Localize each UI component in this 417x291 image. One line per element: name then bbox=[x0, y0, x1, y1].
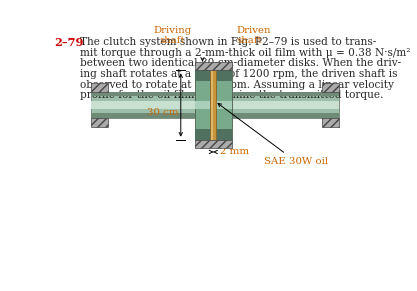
Bar bbox=[195, 62, 232, 70]
Bar bbox=[195, 70, 210, 81]
Text: profile for the oil film, determine the transmitted torque.: profile for the oil film, determine the … bbox=[80, 91, 383, 100]
Bar bbox=[91, 84, 108, 92]
Bar bbox=[232, 92, 339, 118]
Bar bbox=[232, 113, 339, 118]
Bar bbox=[211, 70, 214, 140]
Text: The clutch system shown in Fig. P2–79 is used to trans-: The clutch system shown in Fig. P2–79 is… bbox=[80, 37, 376, 47]
Text: 2 mm: 2 mm bbox=[219, 148, 249, 157]
Text: ing shaft rotates at a speed of 1200 rpm, the driven shaft is: ing shaft rotates at a speed of 1200 rpm… bbox=[80, 69, 397, 79]
Bar bbox=[91, 118, 108, 127]
Bar bbox=[216, 101, 232, 109]
Bar bbox=[195, 129, 210, 140]
Bar bbox=[322, 84, 339, 92]
Bar bbox=[195, 101, 210, 109]
Text: observed to rotate at 1125 rpm. Assuming a linear velocity: observed to rotate at 1125 rpm. Assuming… bbox=[80, 80, 394, 90]
Bar bbox=[216, 70, 232, 81]
Text: between two identical 30-cm-diameter disks. When the driv-: between two identical 30-cm-diameter dis… bbox=[80, 58, 401, 68]
Text: 2–79: 2–79 bbox=[55, 37, 84, 48]
Bar bbox=[232, 101, 339, 109]
Bar bbox=[232, 92, 339, 97]
Text: mit torque through a 2-mm-thick oil film with μ = 0.38 N·s/m²: mit torque through a 2-mm-thick oil film… bbox=[80, 48, 410, 58]
Bar bbox=[195, 140, 232, 148]
Bar bbox=[322, 118, 339, 127]
Bar bbox=[216, 129, 232, 140]
Bar bbox=[91, 101, 195, 109]
Bar bbox=[216, 70, 232, 140]
Bar bbox=[210, 70, 216, 140]
Text: SAE 30W oil: SAE 30W oil bbox=[218, 103, 328, 166]
Bar bbox=[91, 92, 195, 118]
Text: Driving
shaft: Driving shaft bbox=[153, 26, 192, 45]
Text: 30 cm: 30 cm bbox=[147, 108, 178, 117]
Bar bbox=[91, 92, 195, 97]
Text: Driven
shaft: Driven shaft bbox=[236, 26, 271, 45]
Bar bbox=[91, 113, 195, 118]
Bar bbox=[195, 70, 210, 140]
